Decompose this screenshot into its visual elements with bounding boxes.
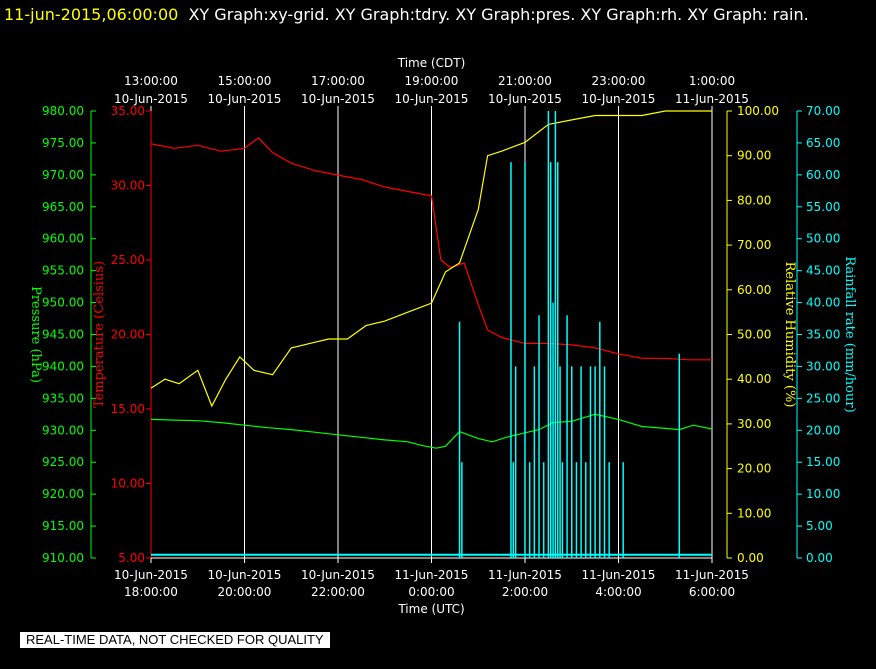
temperature-series-line [150,136,712,361]
timestamp: 11-jun-2015,06:00:00 [4,5,179,24]
pressure-tick-label: 955.00 [42,264,84,278]
humidity-tick-label: 100.00 [737,104,779,118]
x-top-tick-date: 10-Jun-2015 [488,92,562,106]
pressure-tick-label: 925.00 [42,455,84,469]
rain-tick-label: 30.00 [806,359,840,373]
pressure-series-line [150,413,713,449]
pressure-tick-label: 930.00 [42,423,84,437]
pressure-tick-label: 945.00 [42,328,84,342]
x-bottom-tick-date: 11-Jun-2015 [582,568,656,582]
temperature-tick-label: 10.00 [111,477,145,491]
rain-tick-label: 10.00 [806,487,840,501]
temperature-axis-label: Temperature (Celsius) [92,261,107,408]
pressure-tick-label: 920.00 [42,487,84,501]
humidity-series-line [150,110,712,408]
humidity-tick-label: 10.00 [737,506,771,520]
rain-tick-label: 50.00 [806,232,840,246]
pressure-tick-label: 960.00 [42,232,84,246]
humidity-tick-label: 60.00 [737,283,771,297]
x-bottom-tick-time: 0:00:00 [408,585,454,599]
pressure-tick-label: 950.00 [42,296,84,310]
x-top-tick-time: 15:00:00 [218,74,272,88]
x-bottom-tick-time: 18:00:00 [124,585,178,599]
x-bottom-tick-time: 4:00:00 [595,585,641,599]
x-top-tick-date: 11-Jun-2015 [675,92,749,106]
rain-tick-label: 70.00 [806,104,840,118]
temperature-tick-label: 35.00 [111,104,145,118]
humidity-tick-label: 50.00 [737,328,771,342]
humidity-tick-label: 90.00 [737,149,771,163]
rain-tick-label: 0.00 [806,551,833,565]
rain-tick-label: 55.00 [806,200,840,214]
x-bottom-tick-date: 11-Jun-2015 [675,568,749,582]
rain-tick-label: 60.00 [806,168,840,182]
x-bottom-tick-date: 11-Jun-2015 [395,568,469,582]
x-top-label: Time (CDT) [397,56,466,70]
pressure-tick-label: 940.00 [42,359,84,373]
temperature-tick-label: 30.00 [111,179,145,193]
x-top-tick-time: 17:00:00 [311,74,365,88]
x-top-tick-date: 10-Jun-2015 [395,92,469,106]
pressure-tick-label: 910.00 [42,551,84,565]
humidity-tick-label: 40.00 [737,372,771,386]
rain-axis-label: Rainfall rate (mm/hour) [842,256,857,412]
humidity-tick-label: 0.00 [737,551,764,565]
x-top-tick-date: 10-Jun-2015 [301,92,375,106]
humidity-axis-label: Relative Humidity (%) [782,262,797,408]
rain-tick-label: 65.00 [806,136,840,150]
pressure-tick-label: 970.00 [42,168,84,182]
temperature-tick-label: 25.00 [111,253,145,267]
x-bottom-label: Time (UTC) [397,602,464,616]
x-top-tick-time: 23:00:00 [592,74,646,88]
rain-tick-label: 25.00 [806,391,840,405]
pressure-tick-label: 915.00 [42,519,84,533]
x-top-tick-date: 10-Jun-2015 [114,92,188,106]
x-bottom-tick-time: 2:00:00 [502,585,548,599]
humidity-tick-label: 80.00 [737,193,771,207]
temperature-tick-label: 20.00 [111,328,145,342]
pressure-tick-label: 935.00 [42,391,84,405]
pressure-axis-label: Pressure (hPa) [28,286,43,383]
humidity-tick-label: 70.00 [737,238,771,252]
rain-tick-label: 15.00 [806,455,840,469]
temperature-tick-label: 5.00 [118,551,145,565]
graph-title: XY Graph:xy-grid. XY Graph:tdry. XY Grap… [188,5,809,24]
x-top-tick-date: 10-Jun-2015 [208,92,282,106]
x-bottom-tick-time: 22:00:00 [311,585,365,599]
pressure-tick-label: 975.00 [42,136,84,150]
rain-tick-label: 20.00 [806,423,840,437]
x-bottom-tick-time: 6:00:00 [689,585,735,599]
temperature-tick-label: 15.00 [111,402,145,416]
x-bottom-tick-date: 10-Jun-2015 [208,568,282,582]
x-bottom-tick-time: 20:00:00 [218,585,272,599]
x-bottom-tick-date: 11-Jun-2015 [488,568,562,582]
rain-tick-label: 40.00 [806,296,840,310]
pressure-tick-label: 965.00 [42,200,84,214]
chart-header: 11-jun-2015,06:00:00 XY Graph:xy-grid. X… [4,2,870,28]
x-bottom-tick-date: 10-Jun-2015 [301,568,375,582]
x-top-tick-time: 1:00:00 [689,74,735,88]
x-bottom-tick-date: 10-Jun-2015 [114,568,188,582]
rain-tick-label: 45.00 [806,264,840,278]
x-top-tick-date: 10-Jun-2015 [582,92,656,106]
rain-tick-label: 35.00 [806,328,840,342]
rain-tick-label: 5.00 [806,519,833,533]
humidity-tick-label: 20.00 [737,462,771,476]
x-top-tick-time: 19:00:00 [405,74,459,88]
x-top-tick-time: 13:00:00 [124,74,178,88]
quality-note: REAL-TIME DATA, NOT CHECKED FOR QUALITY [20,632,330,648]
pressure-tick-label: 980.00 [42,104,84,118]
humidity-tick-label: 30.00 [737,417,771,431]
x-top-tick-time: 21:00:00 [498,74,552,88]
